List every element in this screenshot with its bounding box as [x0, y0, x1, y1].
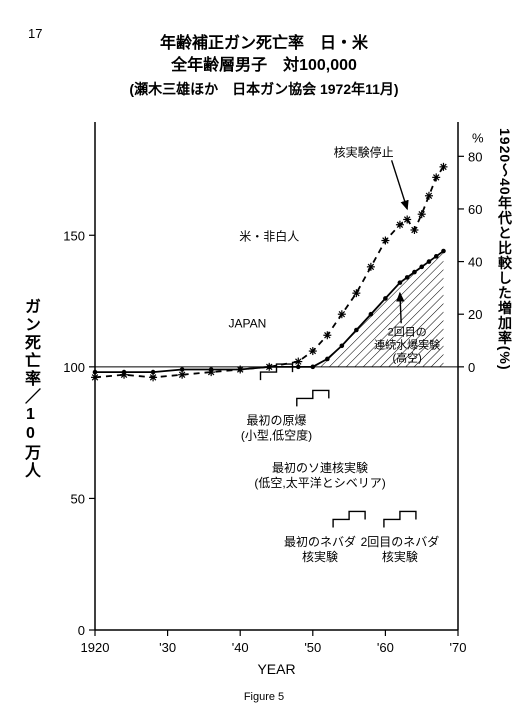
y-left-axis-label: ガン死亡率／10万人	[18, 298, 42, 480]
us-nonwhite-series-marker	[410, 226, 418, 234]
x-tick-label: '60	[377, 640, 394, 655]
x-axis-label: YEAR	[257, 661, 295, 677]
japan-label: JAPAN	[229, 316, 267, 330]
y-right-tick-label: 0	[468, 360, 475, 375]
us-nonwhite-series-marker	[178, 371, 186, 379]
us-nonwhite-series-marker	[149, 373, 157, 381]
y-right-tick-label: 20	[468, 307, 482, 322]
second-hbomb-l1: 2回目の	[388, 325, 427, 338]
first-nevada-l2: 核実験	[302, 549, 338, 564]
us-nonwhite-series-marker	[294, 358, 302, 366]
second-nevada-l2: 核実験	[382, 549, 418, 564]
test-stop-label: 核実験停止	[334, 144, 394, 159]
y-right-tick-label: 40	[468, 255, 482, 270]
first-abomb-l1: 最初の原爆	[246, 414, 306, 428]
us-nonwhite-series-marker	[323, 331, 331, 339]
japan-series-marker	[427, 259, 432, 264]
chart-plot-area: 1920 '30 '40 '50 '60 '70 YEAR 0 50 100 150 0 20 40 60 8…	[63, 122, 484, 677]
first-nevada-l1: 最初のネバダ	[284, 534, 356, 549]
us-nonwhite-label: 米・非白人	[239, 229, 299, 244]
japan-series-marker	[398, 280, 403, 285]
japan-series-marker	[383, 296, 388, 301]
us-nonwhite-series-marker	[439, 163, 447, 171]
page-number: 17	[28, 26, 42, 41]
us-nonwhite-series-marker	[265, 363, 273, 371]
x-tick-label: '40	[232, 640, 249, 655]
us-nonwhite-series-marker	[120, 371, 128, 379]
japan-series-marker	[354, 328, 359, 333]
us-nonwhite-series-marker	[418, 210, 426, 218]
x-tick-label: '50	[304, 640, 321, 655]
annotation-arrow	[392, 160, 408, 209]
us-nonwhite-series-marker	[236, 365, 244, 373]
us-nonwhite-series-marker	[338, 310, 346, 318]
x-tick-label: 1920	[81, 640, 110, 655]
x-tick-label: '70	[450, 640, 467, 655]
bracket-icon	[297, 390, 329, 406]
chart-title-line2: 全年齢層男子 対100,000	[170, 55, 357, 74]
japan-series-marker	[311, 365, 316, 370]
us-nonwhite-series-marker	[207, 368, 215, 376]
y-right-tick-label: 80	[468, 149, 482, 164]
japan-series-marker	[369, 312, 374, 317]
first-soviet-l1: 最初のソ連核実験	[272, 460, 368, 475]
y-left-tick-label: 100	[63, 360, 85, 375]
japan-series-marker	[405, 275, 410, 280]
japan-series-marker	[441, 249, 446, 254]
y-right-unit: %	[472, 130, 484, 145]
chart-subtitle: (瀬木三雄ほか 日本ガン協会 1972年11月)	[129, 81, 398, 97]
japan-series-marker	[340, 343, 345, 348]
japan-series-marker	[434, 254, 439, 259]
bracket-icon	[333, 511, 365, 527]
us-nonwhite-series-marker	[403, 215, 411, 223]
us-nonwhite-series-marker	[91, 373, 99, 381]
second-hbomb-l2: 連続水爆実験	[374, 337, 440, 351]
chart-title-line1: 年齢補正ガン死亡率 日・米	[160, 33, 369, 52]
us-nonwhite-series-marker	[381, 237, 389, 245]
japan-series-marker	[412, 270, 417, 275]
figure-caption: Figure 5	[244, 691, 284, 703]
japan-series-marker	[325, 357, 330, 362]
first-soviet-l2: (低空,太平洋とシベリア)	[254, 475, 385, 490]
bracket-icon	[384, 511, 416, 527]
japan-series-marker	[419, 265, 424, 270]
first-abomb-l2: (小型,低空度)	[241, 428, 312, 443]
y-left-tick-label: 150	[63, 228, 85, 243]
us-nonwhite-series-marker	[425, 192, 433, 200]
us-nonwhite-series-marker	[309, 347, 317, 355]
y-left-tick-label: 50	[71, 491, 85, 506]
second-nevada-l1: 2回目のネバダ	[361, 534, 440, 549]
us-nonwhite-series-marker	[352, 289, 360, 297]
us-nonwhite-series-marker	[367, 263, 375, 271]
us-nonwhite-series-marker	[396, 221, 404, 229]
y-right-tick-label: 60	[468, 202, 482, 217]
y-right-axis-label: 1920～40年代と比較した増加率(%)	[495, 128, 515, 371]
second-hbomb-l3: (高空)	[393, 350, 422, 364]
y-left-tick-label: 0	[78, 623, 85, 638]
x-tick-label: '30	[159, 640, 176, 655]
us-nonwhite-series-marker	[432, 173, 440, 181]
